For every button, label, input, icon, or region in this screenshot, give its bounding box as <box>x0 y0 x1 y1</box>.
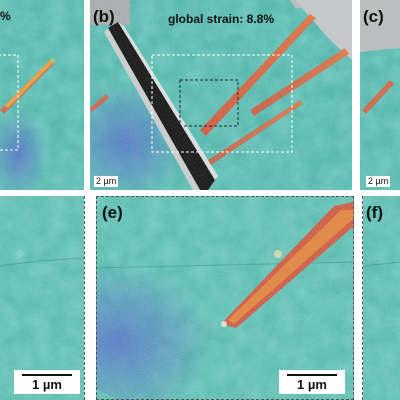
strain-map-c <box>360 0 400 190</box>
panel-a: % <box>0 0 84 190</box>
global-strain-label: global strain: 8.8% <box>168 12 275 26</box>
strain-map-f <box>363 196 400 400</box>
scale-bar-d: 1 µm <box>14 370 80 394</box>
panel-label-f: (f) <box>366 203 383 222</box>
panel-d: 1 µm <box>0 196 85 400</box>
scale-bar-line-e <box>287 374 337 376</box>
panel-e: (e) 1 µm <box>96 196 354 400</box>
strain-label-a: % <box>0 9 11 23</box>
scale-bar-e: 1 µm <box>279 370 345 394</box>
strain-map-e <box>96 196 354 400</box>
scale-bar-c: 2 µm <box>366 176 391 187</box>
scale-bar-text-e: 1 µm <box>297 377 327 392</box>
scale-bar-text-d: 1 µm <box>32 377 62 392</box>
panel-f: (f) <box>362 196 400 400</box>
panel-label-b: (b) <box>93 7 115 26</box>
strain-map-a <box>0 0 84 190</box>
strain-map-d <box>0 196 84 400</box>
panel-b: (b) global strain: 8.8% 2 µm <box>90 0 352 190</box>
panel-label-e: (e) <box>102 203 123 222</box>
panel-label-c: (c) <box>363 7 384 26</box>
scale-bar-line-d <box>22 374 72 376</box>
strain-map-b <box>90 0 352 190</box>
panel-c: (c) 2 µm <box>360 0 400 190</box>
scale-bar-b: 2 µm <box>94 176 119 187</box>
